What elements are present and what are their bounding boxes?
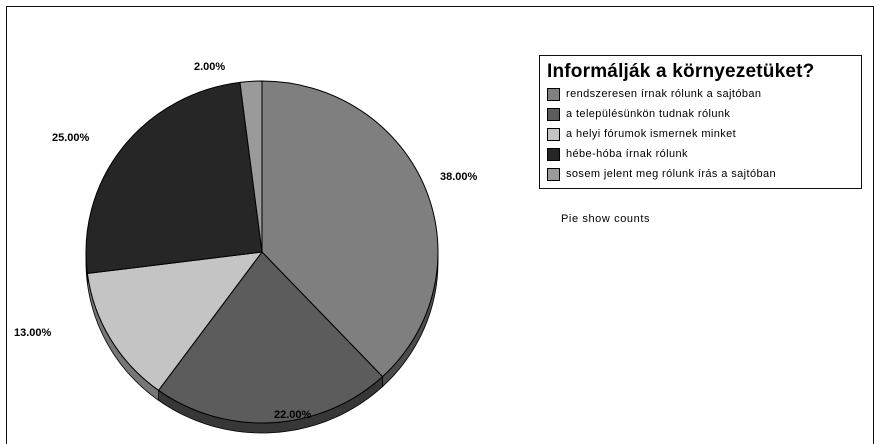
legend-swatch xyxy=(547,107,560,121)
legend-item: sosem jelent meg rólunk írás a sajtóban xyxy=(547,165,776,183)
data-label: 22.00% xyxy=(274,409,312,421)
legend-swatch xyxy=(547,147,560,161)
data-label: 38.00% xyxy=(440,171,478,183)
legend-label: rendszeresen írnak rólunk a sajtóban xyxy=(566,88,762,100)
legend-label: hébe-hóba írnak rólunk xyxy=(566,148,688,160)
chart-title: Informálják a környezetüket? xyxy=(547,61,815,82)
chart-frame xyxy=(6,6,874,444)
legend-label: a településünkön tudnak rólunk xyxy=(566,108,731,120)
pie-slice xyxy=(157,251,384,424)
pie-slice xyxy=(261,80,439,378)
legend-swatch xyxy=(547,87,560,101)
legend-item: hébe-hóba írnak rólunk xyxy=(547,145,688,163)
data-label: 13.00% xyxy=(14,327,52,339)
pie-slice xyxy=(85,81,263,274)
data-label: 2.00% xyxy=(194,61,225,73)
legend-swatch xyxy=(547,127,560,141)
legend-item: rendszeresen írnak rólunk a sajtóban xyxy=(547,85,761,103)
legend-swatch xyxy=(547,167,560,181)
data-label: 25.00% xyxy=(52,132,90,144)
legend-item: a helyi fórumok ismernek minket xyxy=(547,125,736,143)
legend-label: a helyi fórumok ismernek minket xyxy=(566,128,737,140)
pie-slice xyxy=(86,251,264,392)
legend-item: a településünkön tudnak rólunk xyxy=(547,105,730,123)
pie-slice xyxy=(239,80,263,253)
legend: Informálják a környezetüket? rendszerese… xyxy=(539,55,862,189)
legend-label: sosem jelent meg rólunk írás a sajtóban xyxy=(566,168,777,180)
pie-note: Pie show counts xyxy=(561,213,651,225)
